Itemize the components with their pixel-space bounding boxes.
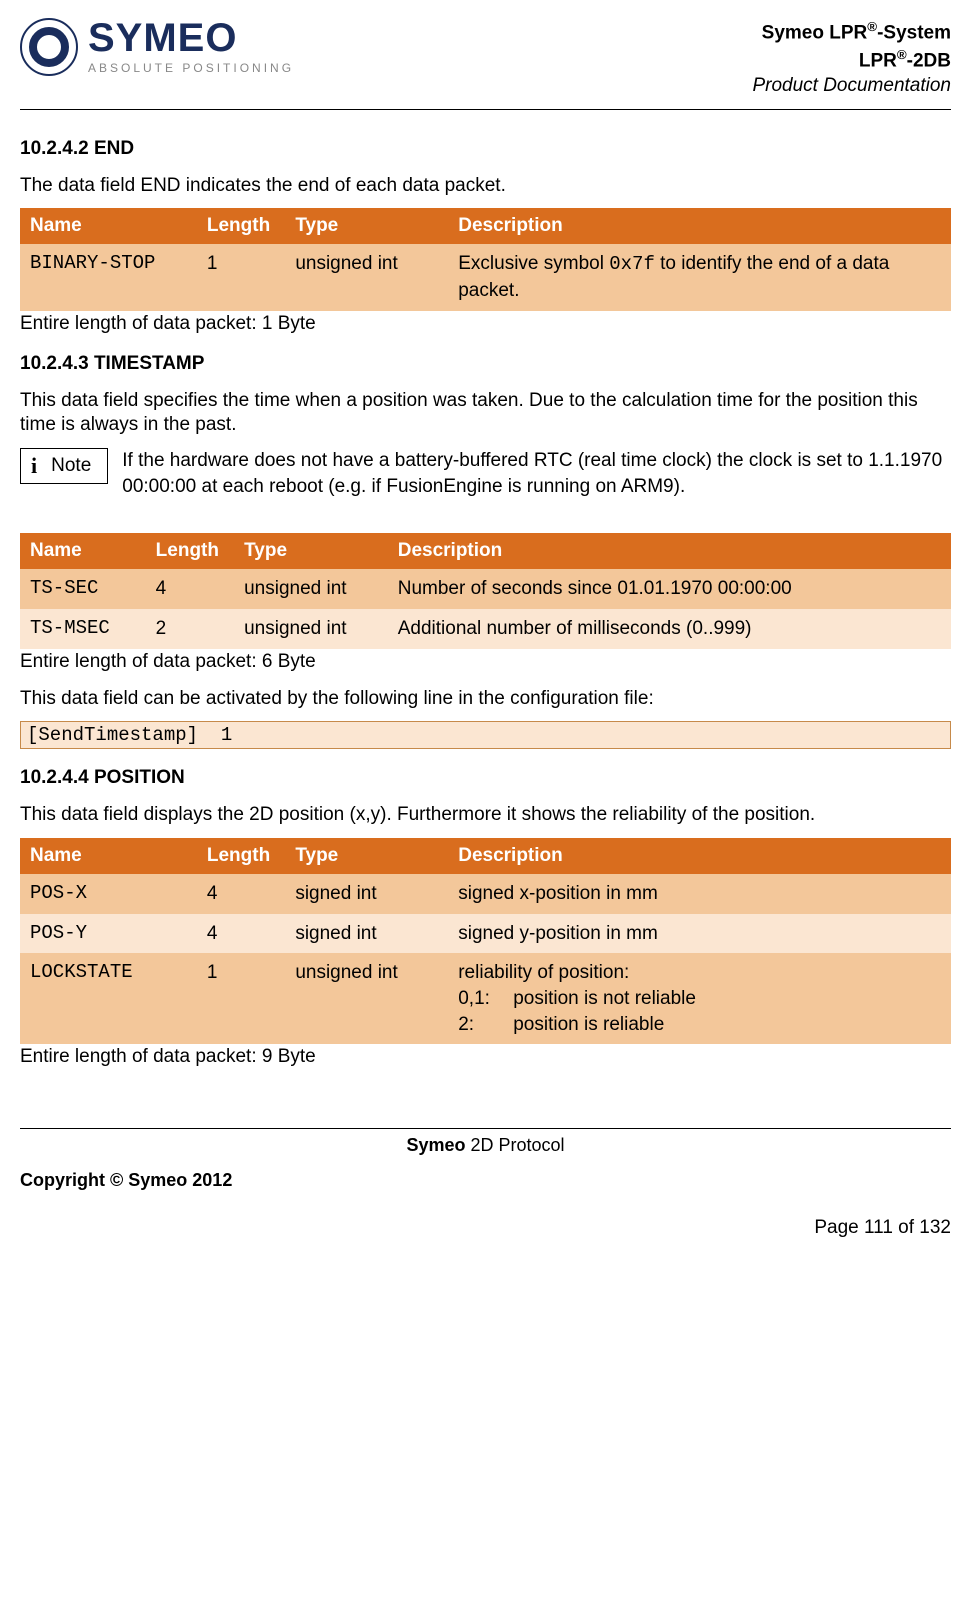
footer-center: Symeo 2D Protocol bbox=[20, 1135, 951, 1156]
table-row: POS-Y4signed intsigned y-position in mm bbox=[20, 914, 951, 954]
cell-description: signed x-position in mm bbox=[448, 874, 951, 914]
note-text: If the hardware does not have a battery-… bbox=[122, 448, 951, 499]
cell-description: signed y-position in mm bbox=[448, 914, 951, 954]
cell-name: LOCKSTATE bbox=[20, 953, 197, 1044]
cell-length: 4 bbox=[197, 874, 285, 914]
cell-length: 2 bbox=[146, 609, 234, 649]
table-row: LOCKSTATE1unsigned intreliability of pos… bbox=[20, 953, 951, 1044]
entire-length-position: Entire length of data packet: 9 Byte bbox=[20, 1046, 951, 1068]
cell-name: BINARY-STOP bbox=[20, 244, 197, 310]
page-header: SYMEO ABSOLUTE POSITIONING Symeo LPR®-Sy… bbox=[20, 18, 951, 110]
table-column-header: Type bbox=[285, 208, 448, 244]
cell-name: POS-Y bbox=[20, 914, 197, 954]
doc-meta-line3: Product Documentation bbox=[752, 74, 951, 99]
cell-length: 4 bbox=[146, 569, 234, 609]
section-intro-timestamp: This data field specifies the time when … bbox=[20, 389, 951, 438]
table-timestamp: NameLengthTypeDescriptionTS-SEC4unsigned… bbox=[20, 533, 951, 648]
footer-copyright: Copyright © Symeo 2012 bbox=[20, 1170, 232, 1191]
page-footer: Symeo 2D Protocol Copyright © Symeo 2012… bbox=[20, 1128, 951, 1239]
cell-name: TS-MSEC bbox=[20, 609, 146, 649]
table-column-header: Type bbox=[285, 838, 448, 874]
cell-type: unsigned int bbox=[234, 569, 388, 609]
cell-description: Number of seconds since 01.01.1970 00:00… bbox=[388, 569, 951, 609]
entire-length-end: Entire length of data packet: 1 Byte bbox=[20, 313, 951, 335]
cell-name: TS-SEC bbox=[20, 569, 146, 609]
cell-length: 1 bbox=[197, 953, 285, 1044]
table-row: POS-X4signed intsigned x-position in mm bbox=[20, 874, 951, 914]
table-column-header: Description bbox=[388, 533, 951, 569]
table-row: TS-SEC4unsigned intNumber of seconds sin… bbox=[20, 569, 951, 609]
info-icon: i bbox=[31, 453, 37, 479]
cell-type: unsigned int bbox=[285, 244, 448, 310]
table-end: NameLengthTypeDescriptionBINARY-STOP1uns… bbox=[20, 208, 951, 310]
config-code: [SendTimestamp] 1 bbox=[20, 721, 951, 749]
note-box: i Note bbox=[20, 448, 108, 484]
cell-type: unsigned int bbox=[285, 953, 448, 1044]
cell-name: POS-X bbox=[20, 874, 197, 914]
cell-length: 1 bbox=[197, 244, 285, 310]
cell-length: 4 bbox=[197, 914, 285, 954]
activation-text: This data field can be activated by the … bbox=[20, 687, 951, 712]
table-column-header: Length bbox=[197, 838, 285, 874]
table-column-header: Type bbox=[234, 533, 388, 569]
section-heading-position: 10.2.4.4 POSITION bbox=[20, 767, 951, 789]
doc-meta: Symeo LPR®-System LPR®-2DB Product Docum… bbox=[752, 18, 951, 99]
cell-type: signed int bbox=[285, 874, 448, 914]
table-row: TS-MSEC2unsigned intAdditional number of… bbox=[20, 609, 951, 649]
table-row: BINARY-STOP1unsigned intExclusive symbol… bbox=[20, 244, 951, 310]
table-column-header: Name bbox=[20, 208, 197, 244]
logo: SYMEO ABSOLUTE POSITIONING bbox=[20, 18, 294, 76]
doc-meta-line2: LPR®-2DB bbox=[752, 46, 951, 74]
logo-brand: SYMEO bbox=[88, 19, 294, 57]
cell-description: Exclusive symbol 0x7f to identify the en… bbox=[448, 244, 951, 310]
section-intro-end: The data field END indicates the end of … bbox=[20, 174, 951, 199]
section-heading-timestamp: 10.2.4.3 TIMESTAMP bbox=[20, 353, 951, 375]
table-column-header: Length bbox=[146, 533, 234, 569]
table-column-header: Description bbox=[448, 838, 951, 874]
logo-mark-icon bbox=[20, 18, 78, 76]
footer-page: Page 111 of 132 bbox=[20, 1217, 951, 1239]
logo-tagline: ABSOLUTE POSITIONING bbox=[88, 61, 294, 75]
section-intro-position: This data field displays the 2D position… bbox=[20, 803, 951, 828]
table-column-header: Name bbox=[20, 838, 197, 874]
entire-length-timestamp: Entire length of data packet: 6 Byte bbox=[20, 651, 951, 673]
cell-type: unsigned int bbox=[234, 609, 388, 649]
section-heading-end: 10.2.4.2 END bbox=[20, 138, 951, 160]
note-block: i Note If the hardware does not have a b… bbox=[20, 448, 951, 499]
table-column-header: Name bbox=[20, 533, 146, 569]
doc-meta-line1: Symeo LPR®-System bbox=[752, 18, 951, 46]
table-column-header: Description bbox=[448, 208, 951, 244]
cell-description: Additional number of milliseconds (0..99… bbox=[388, 609, 951, 649]
cell-description: reliability of position:0,1:position is … bbox=[448, 953, 951, 1044]
table-position: NameLengthTypeDescriptionPOS-X4signed in… bbox=[20, 838, 951, 1044]
cell-type: signed int bbox=[285, 914, 448, 954]
table-column-header: Length bbox=[197, 208, 285, 244]
note-label: Note bbox=[51, 455, 91, 477]
